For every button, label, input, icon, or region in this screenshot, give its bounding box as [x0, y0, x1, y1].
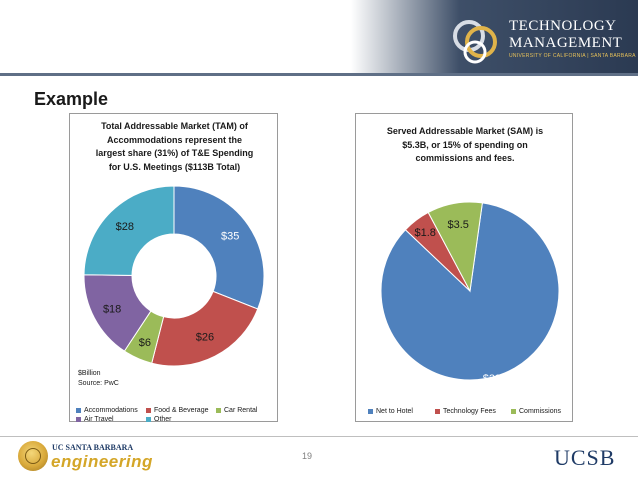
ucsb-engineering-logo: UC SANTA BARBARA engineering	[18, 441, 152, 473]
legend-swatch	[146, 416, 151, 422]
header-stripe	[0, 73, 638, 76]
technology-management-logo: TECHNOLOGY MANAGEMENT UNIVERSITY OF CALI…	[449, 8, 636, 70]
data-label-car-rental: $6	[139, 337, 151, 349]
tam-chart-panel: Total Addressable Market (TAM) of Accomm…	[69, 113, 278, 423]
tam-title-line: Accommodations represent the	[106, 134, 243, 145]
data-label-other: $28	[116, 221, 134, 233]
legend-air-travel: Air Travel	[76, 416, 114, 423]
legend-commissions: Commissions	[511, 408, 561, 415]
data-label-food-beverage: $26	[196, 332, 214, 344]
sam-title-line: commissions and fees.	[415, 153, 515, 163]
legend-car-rental: Car Rental	[216, 407, 257, 414]
seal-ring	[25, 448, 41, 464]
tam-title-line: for U.S. Meetings ($113B Total)	[108, 161, 241, 172]
legend-label: Other	[154, 416, 172, 423]
page-number: 19	[302, 451, 313, 461]
sam-chart-panel: Served Addressable Market (SAM) is $5.3B…	[355, 113, 573, 422]
engineering-logo-line-1: UC SANTA BARBARA	[52, 443, 134, 452]
sam-title-line: $5.3B, or 15% of spending on	[402, 139, 528, 150]
ucsb-wordmark: UCSB	[554, 445, 616, 470]
tam-title-line: largest share (31%) of T&E Spending	[95, 148, 254, 158]
data-label-commissions: $3.5	[447, 219, 468, 231]
seal-icon	[18, 441, 48, 471]
legend-technology-fees: Technology Fees	[435, 408, 496, 415]
engineering-logo-line-2: engineering	[51, 452, 153, 471]
logo-line-1: TECHNOLOGY	[509, 18, 617, 34]
legend-label: Food & Beverage	[154, 407, 209, 414]
sam-chart-title: Served Addressable Market (SAM) is $5.3B…	[364, 125, 566, 166]
rings-logo-icon	[453, 20, 497, 64]
legend-net-to-hotel: Net to Hotel	[368, 408, 413, 415]
legend-swatch	[76, 407, 81, 413]
header-band	[0, 0, 638, 76]
slice-commissions	[427, 201, 483, 293]
sam-pie-chart: $29.7 $1.8 $3.5	[380, 201, 560, 385]
legend-swatch	[511, 408, 516, 414]
legend-food-beverage: Food & Beverage	[146, 407, 208, 414]
legend-swatch	[146, 407, 151, 413]
sam-title-line: Served Addressable Market (SAM) is	[386, 126, 544, 136]
data-label-accommodations: $35	[221, 231, 239, 243]
tam-title-line: Total Addressable Market (TAM) of	[101, 121, 248, 131]
legend-label: Accommodations	[84, 407, 138, 414]
legend-label: Commissions	[519, 408, 562, 415]
legend-label: Technology Fees	[443, 408, 496, 415]
slice-other	[83, 185, 175, 276]
tam-chart-title: Total Addressable Market (TAM) of Accomm…	[78, 120, 271, 174]
legend-label: Car Rental	[224, 407, 258, 414]
legend-label: Net to Hotel	[376, 408, 413, 415]
legend-other: Other	[146, 416, 172, 423]
logo-line-2: MANAGEMENT	[509, 35, 623, 51]
source-note: Source: PwC	[78, 380, 119, 387]
slide-title: Example	[34, 89, 109, 109]
data-label-technology-fees: $1.8	[414, 227, 435, 239]
legend-swatch	[435, 408, 440, 414]
slice-food-beverage	[151, 290, 259, 367]
legend-swatch	[76, 416, 81, 422]
slice-accommodations	[173, 185, 265, 310]
logo-line-3: UNIVERSITY OF CALIFORNIA | SANTA BARBARA	[509, 53, 636, 59]
legend-swatch	[216, 407, 221, 413]
data-label-air-travel: $18	[103, 304, 121, 316]
unit-note: $Billion	[78, 370, 101, 377]
tam-donut-chart: $35 $26 $6 $18 $28	[83, 185, 265, 367]
legend-label: Air Travel	[84, 416, 114, 423]
legend-accommodations: Accommodations	[76, 407, 138, 414]
footer-divider	[0, 436, 638, 437]
data-label-net-to-hotel: $29.7	[483, 373, 511, 385]
legend-swatch	[368, 408, 373, 414]
